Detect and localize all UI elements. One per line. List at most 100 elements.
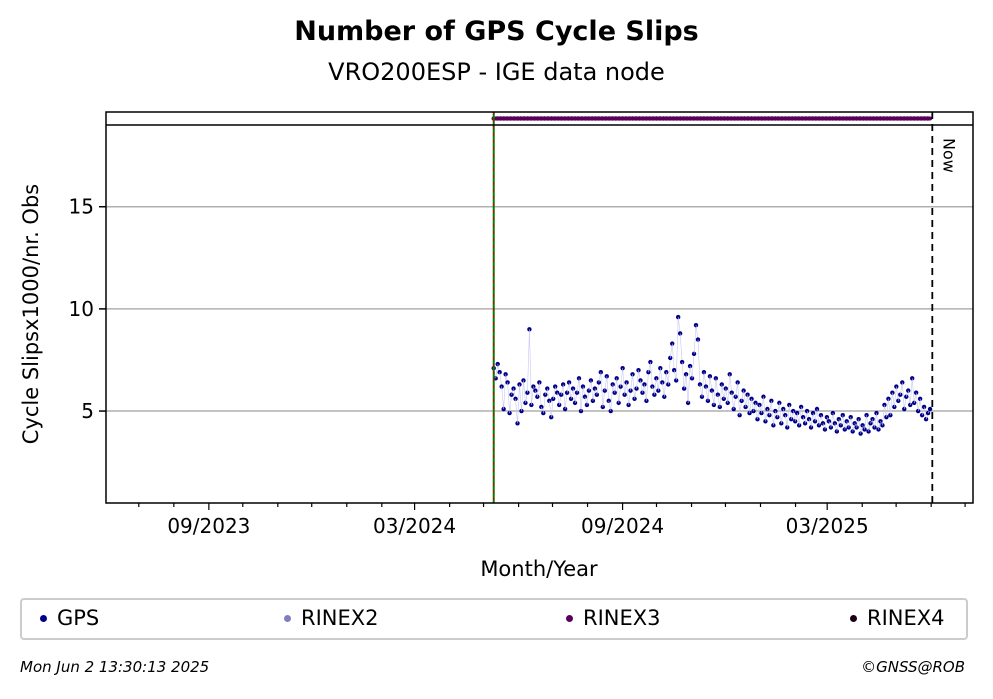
gps-point: [693, 323, 699, 328]
gps-connector: [757, 404, 760, 420]
gps-connector: [771, 400, 774, 426]
rinex3-point: [606, 116, 612, 121]
rinex3-point: [857, 116, 863, 121]
gps-point: [806, 417, 812, 422]
gps-point: [687, 363, 693, 369]
gps-connector: [604, 376, 608, 391]
gps-connector: [703, 372, 707, 387]
rinex3-point: [630, 116, 635, 121]
gps-point: [709, 388, 715, 393]
rinex3-point: [898, 116, 903, 121]
gps-connector: [632, 374, 635, 399]
rinex3-point: [837, 116, 842, 121]
gps-connector: [606, 376, 610, 401]
rinex3-point: [878, 116, 883, 121]
gps-connector: [614, 378, 617, 393]
rinex3-point: [566, 116, 571, 121]
gps-point: [727, 372, 732, 377]
gps-connector: [600, 372, 604, 407]
rinex3-point: [654, 116, 659, 121]
rinex3-point: [678, 116, 683, 121]
rinex3-point: [864, 116, 869, 121]
rinex3-point: [834, 116, 839, 121]
gps-connector: [901, 382, 905, 410]
gps-connector: [675, 317, 679, 381]
gps-connector: [858, 419, 861, 434]
gps-connector: [636, 370, 639, 389]
gps-point: [650, 384, 655, 389]
gps-connector: [495, 364, 498, 379]
rinex3-point: [620, 116, 625, 121]
rinex3-point: [627, 116, 632, 121]
gps-connector: [681, 361, 685, 389]
rinex3-point: [701, 116, 707, 121]
gps-connector: [892, 392, 895, 408]
footer-timestamp: Mon Jun 2 13:30:13 2025: [20, 658, 210, 676]
rinex3-point: [881, 116, 886, 121]
gps-point: [864, 412, 869, 418]
legend-label-rinex3: RINEX3: [583, 606, 661, 630]
gps-connector: [713, 378, 717, 405]
y-tick-label: 15: [69, 195, 94, 219]
rinex3-point: [766, 116, 771, 121]
legend-item-rinex2: RINEX2: [284, 606, 379, 630]
rinex3-point: [912, 116, 917, 121]
gps-point: [683, 372, 689, 377]
rinex3-point: [647, 116, 652, 121]
gps-connector: [669, 343, 673, 358]
rinex3-point: [722, 116, 727, 121]
rinex3-point: [688, 116, 693, 121]
rinex3-point: [844, 116, 849, 121]
rinex3-point: [572, 116, 578, 121]
gps-connector: [697, 339, 701, 385]
gps-connector: [882, 404, 885, 426]
gps-point: [715, 392, 721, 397]
rinex3-point: [555, 116, 561, 121]
gps-connector: [507, 382, 510, 414]
gps-connector: [529, 329, 532, 405]
rinex3-point: [786, 116, 791, 121]
rinex3-point: [796, 116, 802, 121]
gps-connector: [543, 394, 546, 414]
legend-marker-gps: [40, 614, 47, 622]
rinex3-point: [745, 116, 751, 121]
gps-point: [773, 408, 778, 414]
gps-connector: [729, 374, 733, 393]
rinex3-point: [850, 116, 856, 121]
rinex3-point: [759, 116, 764, 121]
rinex3-point: [640, 116, 646, 121]
rinex3-point: [789, 116, 795, 121]
rinex3-point: [569, 116, 574, 121]
rinex3-point: [732, 116, 737, 121]
rinex3-point: [586, 116, 591, 121]
rinex3-point: [749, 116, 754, 121]
rinex3-point: [901, 116, 907, 121]
gps-connector: [628, 390, 631, 405]
rinex3-point: [603, 116, 608, 121]
gps-connector: [679, 333, 683, 363]
gps-connector: [850, 417, 853, 432]
gps-connector: [667, 357, 671, 385]
gps-connector: [527, 329, 530, 393]
gps-point: [624, 380, 629, 385]
gps-connector: [755, 402, 758, 420]
rinex3-point: [888, 116, 893, 121]
gps-point: [636, 367, 641, 373]
rinex3-point: [728, 116, 734, 121]
gps-point: [630, 372, 635, 377]
gps-connector: [864, 415, 867, 430]
gps-point: [870, 417, 875, 422]
rinex3-point: [518, 116, 524, 121]
gps-series: [491, 314, 933, 436]
gps-connector: [695, 325, 699, 340]
gps-connector: [896, 386, 899, 401]
gps-point: [852, 421, 857, 426]
gps-connector: [701, 372, 705, 397]
gps-point: [804, 408, 810, 414]
rinex3-point: [522, 116, 527, 121]
legend-label-rinex2: RINEX2: [301, 606, 379, 630]
rinex3-point: [681, 116, 686, 121]
legend-item-rinex4: RINEX4: [850, 606, 945, 630]
gps-connector: [691, 353, 695, 379]
gps-point: [798, 404, 804, 410]
